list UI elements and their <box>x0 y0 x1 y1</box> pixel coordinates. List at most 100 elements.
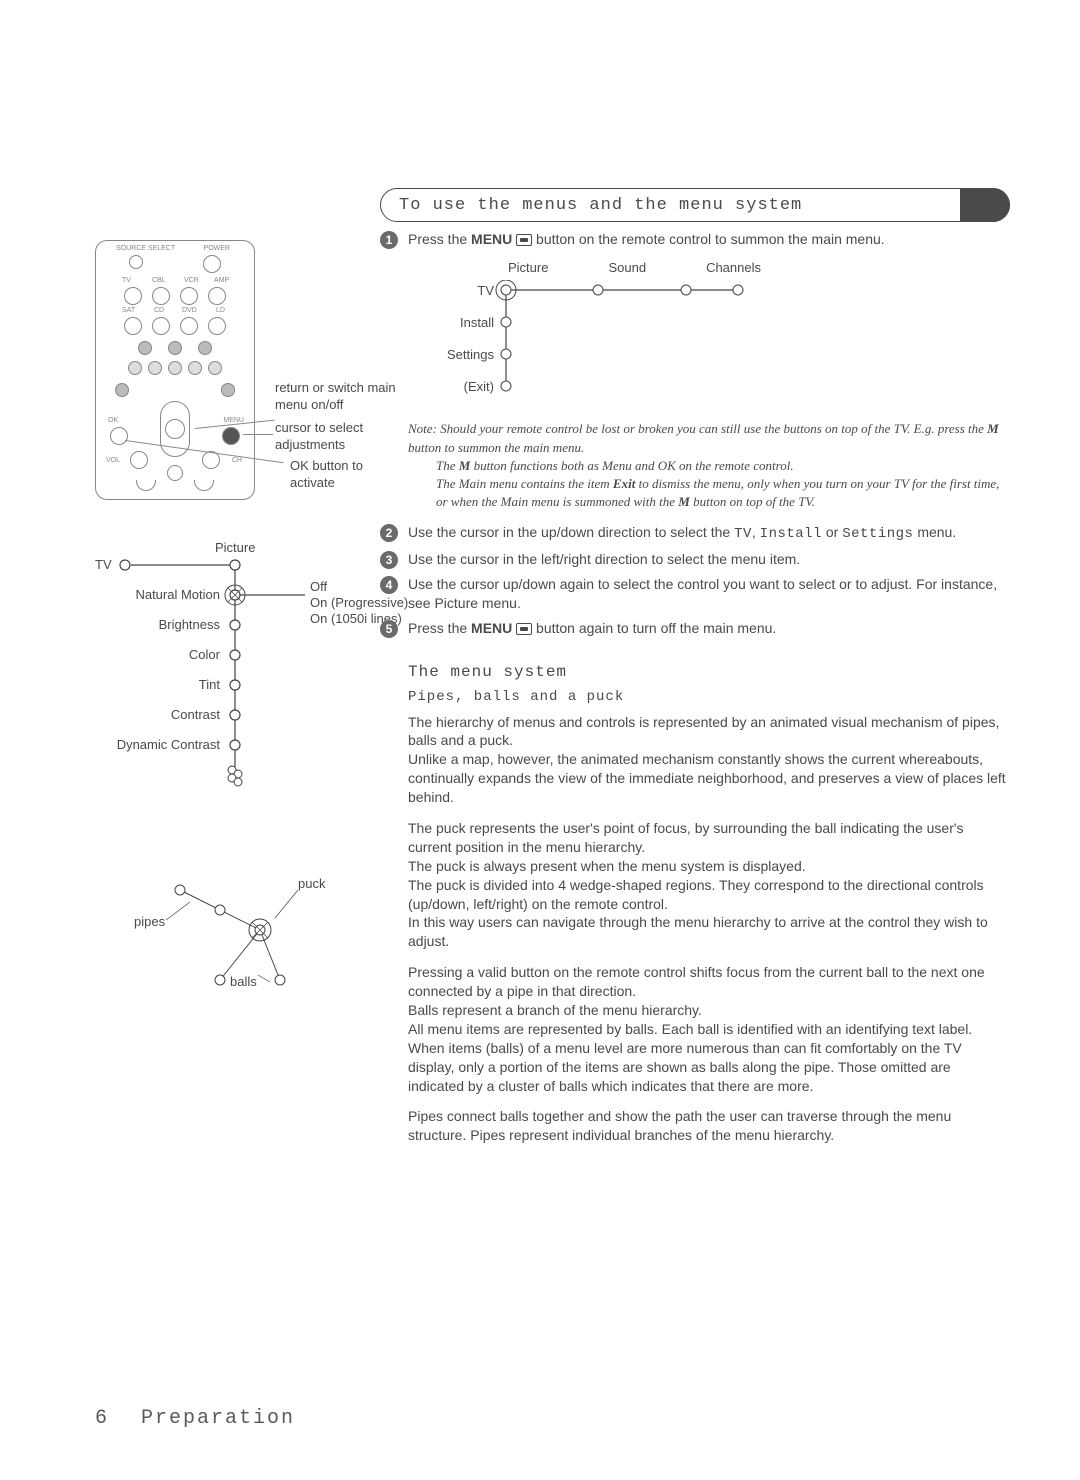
step-4: 4 Use the cursor up/down again to select… <box>380 575 1010 613</box>
menu-button-icon <box>516 623 532 635</box>
note-text: The <box>436 458 459 473</box>
step-2: 2 Use the cursor in the up/down directio… <box>380 523 1010 544</box>
rc-button <box>138 341 152 355</box>
body-para: The puck represents the user's point of … <box>380 819 1010 951</box>
mm-col: Channels <box>706 259 761 277</box>
pm-opt: Off <box>310 579 327 594</box>
mm-row: Install <box>438 314 494 332</box>
section-title: To use the menus and the menu system <box>399 196 802 215</box>
pbp-label: puck <box>298 876 325 891</box>
rc-button <box>124 317 142 335</box>
note-m: M <box>459 458 471 473</box>
step-text: menu. <box>913 524 956 540</box>
step-number: 5 <box>380 620 398 638</box>
step-text: Press the <box>408 231 471 247</box>
inline-tv: TV <box>734 526 752 542</box>
section-title-bar: To use the menus and the menu system <box>380 188 1010 222</box>
step-text: or <box>822 524 842 540</box>
rc-label: VOL <box>106 457 120 464</box>
step-text: Use the cursor in the left/right directi… <box>408 550 1010 569</box>
main-menu-diagram: Picture Sound Channels <box>438 259 1010 401</box>
body-para: Pressing a valid button on the remote co… <box>380 963 1010 1095</box>
rc-button <box>221 383 235 397</box>
pm-item: Dynamic Contrast <box>117 737 220 752</box>
step-text: Press the <box>408 620 471 636</box>
pm-header: Picture <box>215 540 255 555</box>
rc-label: LD <box>216 307 225 314</box>
rc-label: AMP <box>214 277 229 284</box>
rc-button <box>152 287 170 305</box>
step-number: 4 <box>380 576 398 594</box>
step-text: button on the remote control to summon t… <box>536 231 885 247</box>
mm-row: Settings <box>438 346 494 364</box>
rc-label: TV <box>122 277 131 284</box>
rc-button <box>203 255 221 273</box>
rc-button <box>198 341 212 355</box>
rc-button <box>208 361 222 375</box>
rc-label: OK <box>108 417 118 424</box>
pm-root: TV <box>95 557 112 572</box>
rc-button <box>180 317 198 335</box>
pbp-label: balls <box>230 974 257 989</box>
page-number: 6 <box>95 1407 109 1430</box>
pm-item: Tint <box>199 677 220 692</box>
step-text: , <box>752 524 760 540</box>
mm-row: (Exit) <box>438 378 494 396</box>
note-text: button functions both as Menu and OK on … <box>470 458 793 473</box>
note-text: button to summon the main menu. <box>408 440 584 455</box>
step-3: 3 Use the cursor in the left/right direc… <box>380 550 1010 569</box>
pm-item: Brightness <box>159 617 220 632</box>
note-m: M <box>987 421 999 436</box>
note-text: button on top of the TV. <box>690 494 815 509</box>
mm-row: TV <box>438 282 494 300</box>
rc-button <box>208 317 226 335</box>
title-cap <box>960 188 1010 222</box>
rc-button <box>152 317 170 335</box>
mm-col: Picture <box>508 259 548 277</box>
rc-label: CH <box>232 457 242 464</box>
rc-label: POWER <box>204 245 230 252</box>
note-m: M <box>678 494 690 509</box>
step-number: 1 <box>380 231 398 249</box>
page-footer: 6 Preparation <box>95 1407 295 1430</box>
rc-label: VCR <box>184 277 199 284</box>
note-block: Note: Should your remote control be lost… <box>380 420 1010 511</box>
pipes-balls-puck-diagram: puck pipes balls <box>130 870 350 990</box>
body-para: The hierarchy of menus and controls is r… <box>380 713 1010 807</box>
step-1: 1 Press the MENU button on the remote co… <box>380 230 1010 414</box>
rc-menu-button <box>222 427 240 445</box>
rc-label: SOURCE SELECT <box>116 245 175 252</box>
rc-button <box>128 361 142 375</box>
step-text: Use the cursor up/down again to select t… <box>408 575 1010 613</box>
rc-button <box>115 383 129 397</box>
rc-label: CBL <box>152 277 166 284</box>
step-number: 2 <box>380 524 398 542</box>
step-number: 3 <box>380 551 398 569</box>
rc-label: DVD <box>182 307 197 314</box>
mm-col: Sound <box>608 259 646 277</box>
remote-control-diagram: SOURCE SELECT POWER TV CBL VCR AMP SAT C… <box>95 240 255 500</box>
rc-button <box>168 361 182 375</box>
rc-button <box>148 361 162 375</box>
rc-button <box>180 287 198 305</box>
menu-button-icon <box>516 234 532 246</box>
step-text: button again to turn off the main menu. <box>536 620 776 636</box>
note-text: Note: Should your remote control be lost… <box>408 421 987 436</box>
rc-button <box>129 255 143 269</box>
inline-install: Install <box>760 526 822 542</box>
pbp-label: pipes <box>134 914 165 929</box>
step-text: Use the cursor in the up/down direction … <box>408 524 734 540</box>
leader-line <box>243 434 273 435</box>
rc-button <box>188 361 202 375</box>
menu-system-heading: The menu system <box>380 662 1010 684</box>
pm-item: Natural Motion <box>135 587 220 602</box>
rc-ok-button <box>110 427 128 445</box>
right-column: 1 Press the MENU button on the remote co… <box>380 230 1010 1157</box>
section-name: Preparation <box>141 1407 295 1430</box>
note-exit: Exit <box>613 476 635 491</box>
left-column: SOURCE SELECT POWER TV CBL VCR AMP SAT C… <box>95 240 375 500</box>
rc-label: CD <box>154 307 164 314</box>
rc-label: SAT <box>122 307 135 314</box>
rc-button <box>168 341 182 355</box>
rc-button <box>124 287 142 305</box>
